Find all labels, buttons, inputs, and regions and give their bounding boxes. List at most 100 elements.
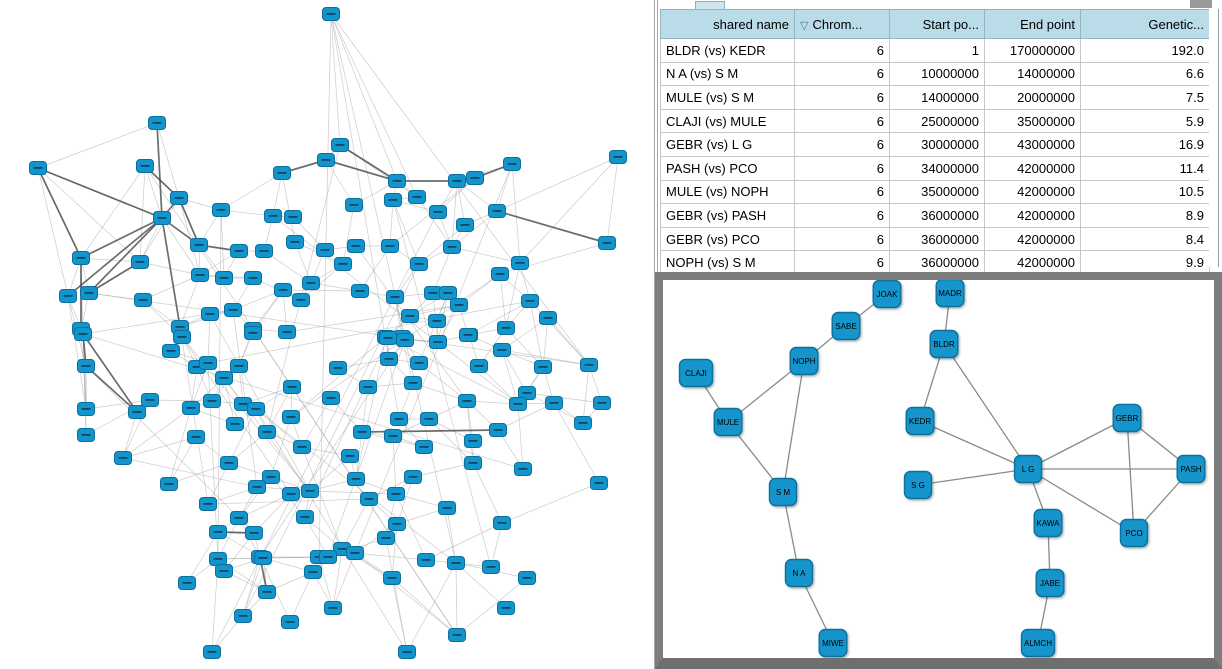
network-node[interactable] [245,526,263,540]
network-node[interactable] [580,358,598,372]
network-node[interactable] [317,153,335,167]
network-node[interactable] [301,484,319,498]
network-node[interactable] [212,203,230,217]
cell-value[interactable]: 42000000 [984,250,1081,275]
network-node-ALMCH[interactable]: ALMCH [1020,628,1056,658]
cell-shared-name[interactable]: BLDR (vs) KEDR [660,38,795,63]
cell-shared-name[interactable]: GEBR (vs) L G [660,132,795,157]
network-node[interactable] [438,501,456,515]
network-node[interactable] [319,550,337,564]
network-node[interactable] [247,402,265,416]
cell-value[interactable]: 36000000 [889,203,985,228]
network-node[interactable] [199,497,217,511]
network-node[interactable] [384,429,402,443]
cell-value[interactable]: 1 [889,38,985,63]
network-node[interactable] [598,236,616,250]
cell-value[interactable]: 42000000 [984,203,1081,228]
network-node[interactable] [220,456,238,470]
network-node-MULE[interactable]: MULE [713,407,743,437]
network-node[interactable] [514,462,532,476]
network-node[interactable] [347,239,365,253]
network-node[interactable] [170,191,188,205]
network-node[interactable] [230,244,248,258]
network-node-NA[interactable]: N A [784,558,814,588]
network-node[interactable] [417,553,435,567]
network-node[interactable] [593,396,611,410]
network-node[interactable] [353,425,371,439]
cell-value[interactable]: 6 [794,85,890,110]
network-node[interactable] [396,333,414,347]
network-node-PASH[interactable]: PASH [1176,454,1206,484]
network-node[interactable] [215,371,233,385]
network-node[interactable] [590,476,608,490]
network-node[interactable] [254,551,272,565]
network-node[interactable] [77,402,95,416]
table-row[interactable]: GEBR (vs) L G 6 30000000 43000000 16.9 [660,132,1210,157]
network-node[interactable] [160,477,178,491]
network-node-MADR[interactable]: MADR [935,280,965,308]
network-node[interactable] [346,546,364,560]
main-network-canvas[interactable] [0,0,652,669]
network-node[interactable] [377,531,395,545]
cell-value[interactable]: 6 [794,38,890,63]
network-node[interactable] [201,307,219,321]
cell-value[interactable]: 43000000 [984,132,1081,157]
network-node[interactable] [387,487,405,501]
network-node[interactable] [359,380,377,394]
network-node[interactable] [545,396,563,410]
cell-value[interactable]: 25000000 [889,108,985,134]
network-node[interactable] [80,286,98,300]
network-node[interactable] [264,209,282,223]
network-node[interactable] [284,210,302,224]
network-node[interactable] [74,327,92,341]
network-node[interactable] [574,416,592,430]
table-row[interactable]: GEBR (vs) PCO 6 36000000 42000000 8.4 [660,226,1210,252]
network-node[interactable] [428,314,446,328]
network-node-JABE[interactable]: JABE [1035,568,1065,598]
cell-value[interactable]: 6 [794,250,890,275]
network-node[interactable] [203,394,221,408]
network-node[interactable] [447,556,465,570]
table-row[interactable]: BLDR (vs) KEDR 6 1 170000000 192.0 [660,38,1210,63]
network-node-KAWA[interactable]: KAWA [1033,508,1063,538]
network-node-SM[interactable]: S M [768,477,798,507]
network-node[interactable] [388,174,406,188]
column-header-genetic[interactable]: Genetic... [1080,9,1210,39]
network-node[interactable] [148,116,166,130]
network-node[interactable] [450,298,468,312]
cell-shared-name[interactable]: MULE (vs) NOPH [660,179,795,205]
network-node[interactable] [464,456,482,470]
network-node[interactable] [493,343,511,357]
cell-shared-name[interactable]: PASH (vs) PCO [660,155,795,181]
network-node[interactable] [345,198,363,212]
network-node[interactable] [278,325,296,339]
network-node[interactable] [136,159,154,173]
cell-shared-name[interactable]: GEBR (vs) PCO [660,226,795,252]
network-node-KEDR[interactable]: KEDR [905,406,935,436]
cell-value[interactable]: 11.4 [1080,155,1210,181]
network-node[interactable] [351,284,369,298]
network-node[interactable] [29,161,47,175]
network-node[interactable] [274,283,292,297]
table-row[interactable]: PASH (vs) PCO 6 34000000 42000000 11.4 [660,155,1210,181]
table-row[interactable]: MULE (vs) NOPH 6 35000000 42000000 10.5 [660,179,1210,205]
network-node[interactable] [390,412,408,426]
table-row[interactable]: N A (vs) S M 6 10000000 14000000 6.6 [660,61,1210,87]
network-node[interactable] [521,294,539,308]
vertical-scrollbar-track[interactable] [1209,9,1219,267]
network-node-PCO[interactable]: PCO [1119,518,1149,548]
cell-value[interactable]: 10000000 [889,61,985,87]
network-node[interactable] [456,218,474,232]
network-node[interactable] [281,615,299,629]
network-node[interactable] [334,257,352,271]
network-node[interactable] [322,391,340,405]
cell-value[interactable]: 6 [794,226,890,252]
network-node[interactable] [141,393,159,407]
network-node[interactable] [383,571,401,585]
network-node[interactable] [187,430,205,444]
network-node[interactable] [226,417,244,431]
network-node[interactable] [191,268,209,282]
cell-value[interactable]: 8.9 [1080,203,1210,228]
cell-shared-name[interactable]: GEBR (vs) PASH [660,203,795,228]
network-node[interactable] [424,286,442,300]
